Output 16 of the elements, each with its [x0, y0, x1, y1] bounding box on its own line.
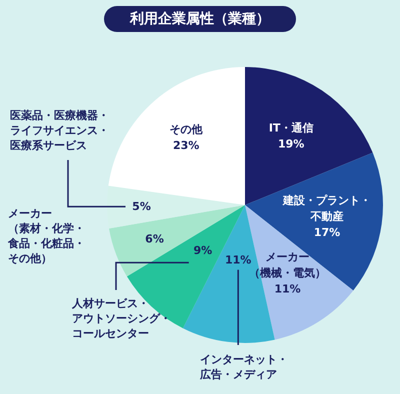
- chart-title: 利用企業属性（業種）: [129, 11, 270, 27]
- data-label: 23%: [172, 138, 200, 152]
- slice-label: 建設・プラント・不動産: [282, 194, 371, 224]
- slice-label: 人材サービス・アウトソーシング・コールセンター: [71, 297, 171, 340]
- slice-label: その他: [170, 122, 204, 136]
- slice-label: 医薬品・医療機器・ライフサイエンス・医療系サービス: [10, 109, 109, 152]
- slice-label: メーカー（素材・化学・食品・化粧品・その他）: [7, 207, 85, 265]
- data-label: 6%: [145, 232, 164, 246]
- data-label: 11%: [274, 282, 301, 296]
- data-label: 17%: [314, 226, 340, 240]
- data-label: 19%: [278, 138, 304, 151]
- data-label: 5%: [132, 200, 151, 214]
- data-label: 9%: [193, 244, 212, 258]
- slice-label: インターネット・広告・メディア: [199, 353, 288, 381]
- data-label: 11%: [224, 253, 252, 266]
- slice-label: IT・通信: [268, 122, 314, 135]
